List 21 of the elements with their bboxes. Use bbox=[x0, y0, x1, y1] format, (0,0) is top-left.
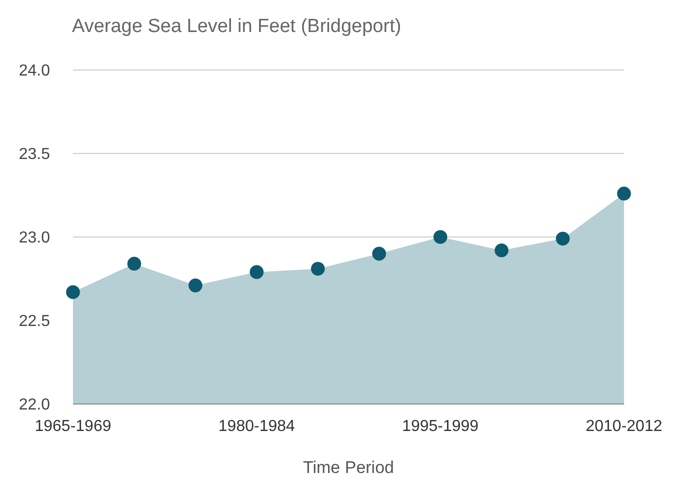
point bbox=[66, 285, 80, 300]
y-tick-label: 23.0 bbox=[18, 230, 50, 247]
y-tick-label: 22.0 bbox=[18, 396, 50, 414]
point bbox=[617, 186, 631, 200]
chart-title: Average Sea Level in Feet (Bridgeport) bbox=[72, 16, 402, 37]
point bbox=[310, 262, 325, 276]
point bbox=[372, 246, 386, 261]
x-tick-label: 1995-1999 bbox=[402, 418, 479, 435]
y-tick-label: 23.5 bbox=[18, 146, 50, 164]
point bbox=[250, 265, 264, 279]
x-tick-label: 1980-1984 bbox=[218, 418, 296, 435]
point bbox=[494, 243, 508, 258]
y-tick-label: 22.5 bbox=[18, 313, 50, 330]
point bbox=[433, 230, 448, 244]
y-tick-label: 24.0 bbox=[18, 62, 50, 80]
point bbox=[188, 278, 202, 292]
x-tick-label: 1965-1969 bbox=[34, 418, 112, 435]
x-tick-label: 2010-2012 bbox=[586, 418, 662, 435]
point bbox=[556, 232, 570, 246]
point bbox=[127, 256, 142, 271]
x-axis-title: Time Period bbox=[302, 458, 394, 477]
